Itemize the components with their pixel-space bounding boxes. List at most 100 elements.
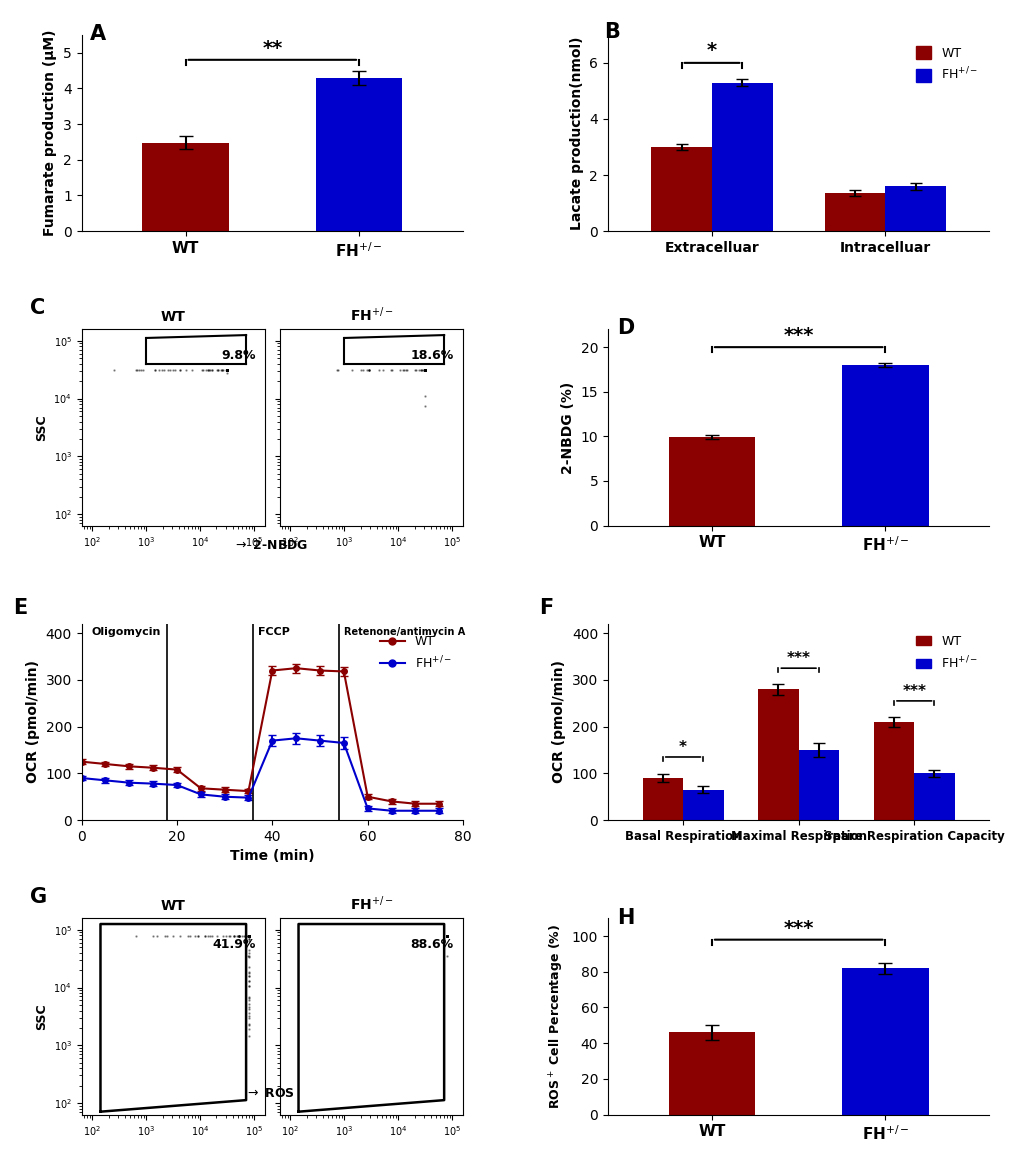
Point [417, 360, 433, 378]
Point [240, 926, 257, 945]
Point [219, 360, 235, 378]
Point [219, 360, 235, 378]
Point [417, 360, 433, 378]
Point [219, 360, 235, 378]
Point [219, 360, 235, 378]
Point [417, 360, 433, 378]
Point [240, 926, 257, 945]
Point [417, 360, 433, 378]
Point [417, 360, 433, 378]
Point [417, 360, 433, 378]
Point [219, 360, 235, 378]
Point [417, 360, 433, 378]
Point [417, 360, 433, 378]
Point [219, 360, 235, 378]
Point [438, 926, 454, 945]
Point [417, 360, 433, 378]
Point [438, 926, 454, 945]
Point [240, 926, 257, 945]
Point [417, 360, 433, 378]
Point [438, 926, 454, 945]
Point [438, 926, 454, 945]
Point [240, 926, 257, 945]
Point [219, 360, 235, 378]
Point [417, 360, 433, 378]
Point [240, 926, 257, 945]
Point [240, 926, 257, 945]
Point [215, 926, 231, 945]
Point [219, 360, 235, 378]
Point [417, 360, 433, 378]
Point [240, 926, 257, 945]
Point [417, 360, 433, 378]
Point [438, 926, 454, 945]
Point [240, 926, 257, 945]
Point [219, 360, 235, 378]
Point [219, 360, 235, 378]
Point [240, 926, 257, 945]
Point [438, 926, 454, 945]
Point [240, 926, 257, 945]
Point [438, 926, 454, 945]
Point [219, 360, 235, 378]
Point [417, 360, 433, 378]
Point [438, 926, 454, 945]
Point [240, 926, 257, 945]
Point [240, 926, 257, 945]
Text: B: B [604, 22, 620, 42]
Point [438, 926, 454, 945]
Point [417, 360, 433, 378]
Point [219, 360, 235, 378]
Point [219, 360, 235, 378]
Point [219, 360, 235, 378]
Point [240, 926, 257, 945]
Point [417, 360, 433, 378]
Point [240, 926, 257, 945]
Point [417, 360, 433, 378]
Point [240, 926, 257, 945]
Point [359, 360, 375, 378]
Point [240, 926, 257, 945]
Point [438, 926, 454, 945]
Point [438, 926, 454, 945]
Point [219, 360, 235, 378]
Point [219, 360, 235, 378]
Point [219, 360, 235, 378]
Point [417, 360, 433, 378]
Point [219, 360, 235, 378]
Point [240, 926, 257, 945]
Point [219, 360, 235, 378]
Point [438, 926, 454, 945]
Point [417, 360, 433, 378]
Point [417, 360, 433, 378]
Point [240, 926, 257, 945]
Point [240, 926, 257, 945]
Point [438, 926, 454, 945]
Point [438, 926, 454, 945]
Point [219, 360, 235, 378]
Point [240, 926, 257, 945]
Point [417, 360, 433, 378]
Point [219, 360, 235, 378]
Point [417, 360, 433, 378]
Point [219, 360, 235, 378]
Point [438, 926, 454, 945]
Point [438, 926, 454, 945]
Point [219, 360, 235, 378]
Point [240, 926, 257, 945]
Point [219, 360, 235, 378]
Point [438, 926, 454, 945]
Point [219, 360, 235, 378]
Point [219, 360, 235, 378]
Point [219, 360, 235, 378]
Point [219, 360, 235, 378]
Point [219, 360, 235, 378]
Point [240, 926, 257, 945]
Point [417, 360, 433, 378]
Point [417, 360, 433, 378]
Point [219, 360, 235, 378]
Point [438, 926, 454, 945]
Point [240, 926, 257, 945]
Point [417, 360, 433, 378]
Point [240, 926, 257, 945]
